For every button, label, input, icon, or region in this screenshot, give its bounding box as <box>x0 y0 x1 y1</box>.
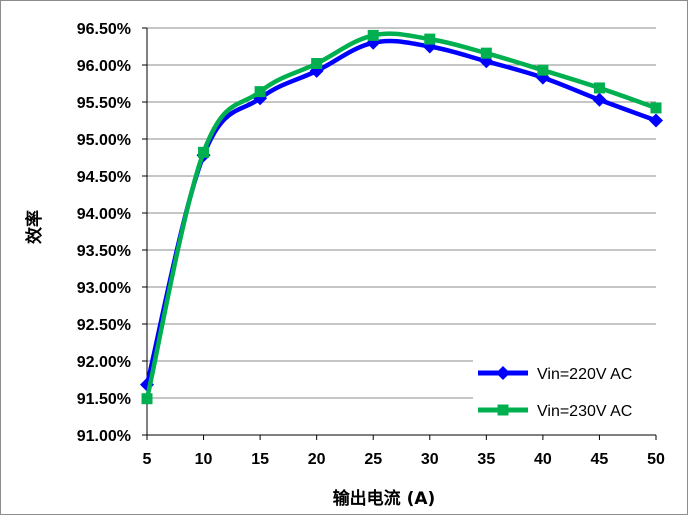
legend-marker-square <box>497 404 509 416</box>
axis-layer: 91.00% 91.50% 92.00% 92.50% 93.00% 93.50% 94.0… <box>77 21 665 468</box>
legend-label-1: Vin=220V AC <box>537 366 632 383</box>
data-point-square <box>141 393 153 405</box>
y-tick-label: 94.00% <box>77 206 131 223</box>
y-axis-title: 效率 <box>24 210 45 244</box>
data-point-square <box>537 64 549 76</box>
y-tick-label: 91.00% <box>77 428 131 445</box>
x-tick-label: 30 <box>421 451 439 468</box>
series-2 <box>141 29 662 405</box>
y-tick-label: 95.00% <box>77 132 131 149</box>
x-tick-label: 45 <box>591 451 609 468</box>
series-layer <box>140 29 663 405</box>
legend-label-2: Vin=230V AC <box>537 403 632 420</box>
legend-marker-diamond <box>496 366 510 380</box>
x-tick-label: 10 <box>195 451 213 468</box>
data-point-square <box>650 102 662 114</box>
y-tick-label: 96.50% <box>77 21 131 38</box>
data-point-square <box>254 86 266 98</box>
data-point-square <box>198 146 210 158</box>
data-point-square <box>367 29 379 41</box>
series-line <box>144 31 657 400</box>
y-tick-label: 96.00% <box>77 58 131 75</box>
x-tick-label: 40 <box>534 451 552 468</box>
data-point-diamond <box>592 92 607 107</box>
legend-item-2: Vin=230V AC <box>478 403 632 420</box>
x-tick-label: 50 <box>647 451 665 468</box>
y-tick-label: 93.50% <box>77 243 131 260</box>
x-tick-label: 25 <box>364 451 382 468</box>
x-tick-label: 5 <box>143 451 152 468</box>
y-tick-label: 94.50% <box>77 169 131 186</box>
data-point-square <box>424 33 436 45</box>
legend: Vin=220V AC Vin=230V AC <box>473 357 656 429</box>
data-point-diamond <box>649 113 663 128</box>
x-tick-label: 35 <box>477 451 495 468</box>
y-tick-label: 92.50% <box>77 317 131 334</box>
y-tick-label: 95.50% <box>77 95 131 112</box>
data-point-square <box>593 82 605 94</box>
y-tick-label: 91.50% <box>77 391 131 408</box>
grid-layer <box>147 27 656 436</box>
legend-item-1: Vin=220V AC <box>478 366 632 383</box>
data-point-square <box>480 47 492 59</box>
y-tick-label: 93.00% <box>77 280 131 297</box>
x-tick-label: 15 <box>251 451 269 468</box>
series-1 <box>140 35 663 392</box>
x-tick-label: 20 <box>308 451 326 468</box>
y-tick-label: 92.00% <box>77 354 131 371</box>
data-point-square <box>311 58 323 70</box>
x-axis-title: 输出电流 (A) <box>333 488 436 509</box>
